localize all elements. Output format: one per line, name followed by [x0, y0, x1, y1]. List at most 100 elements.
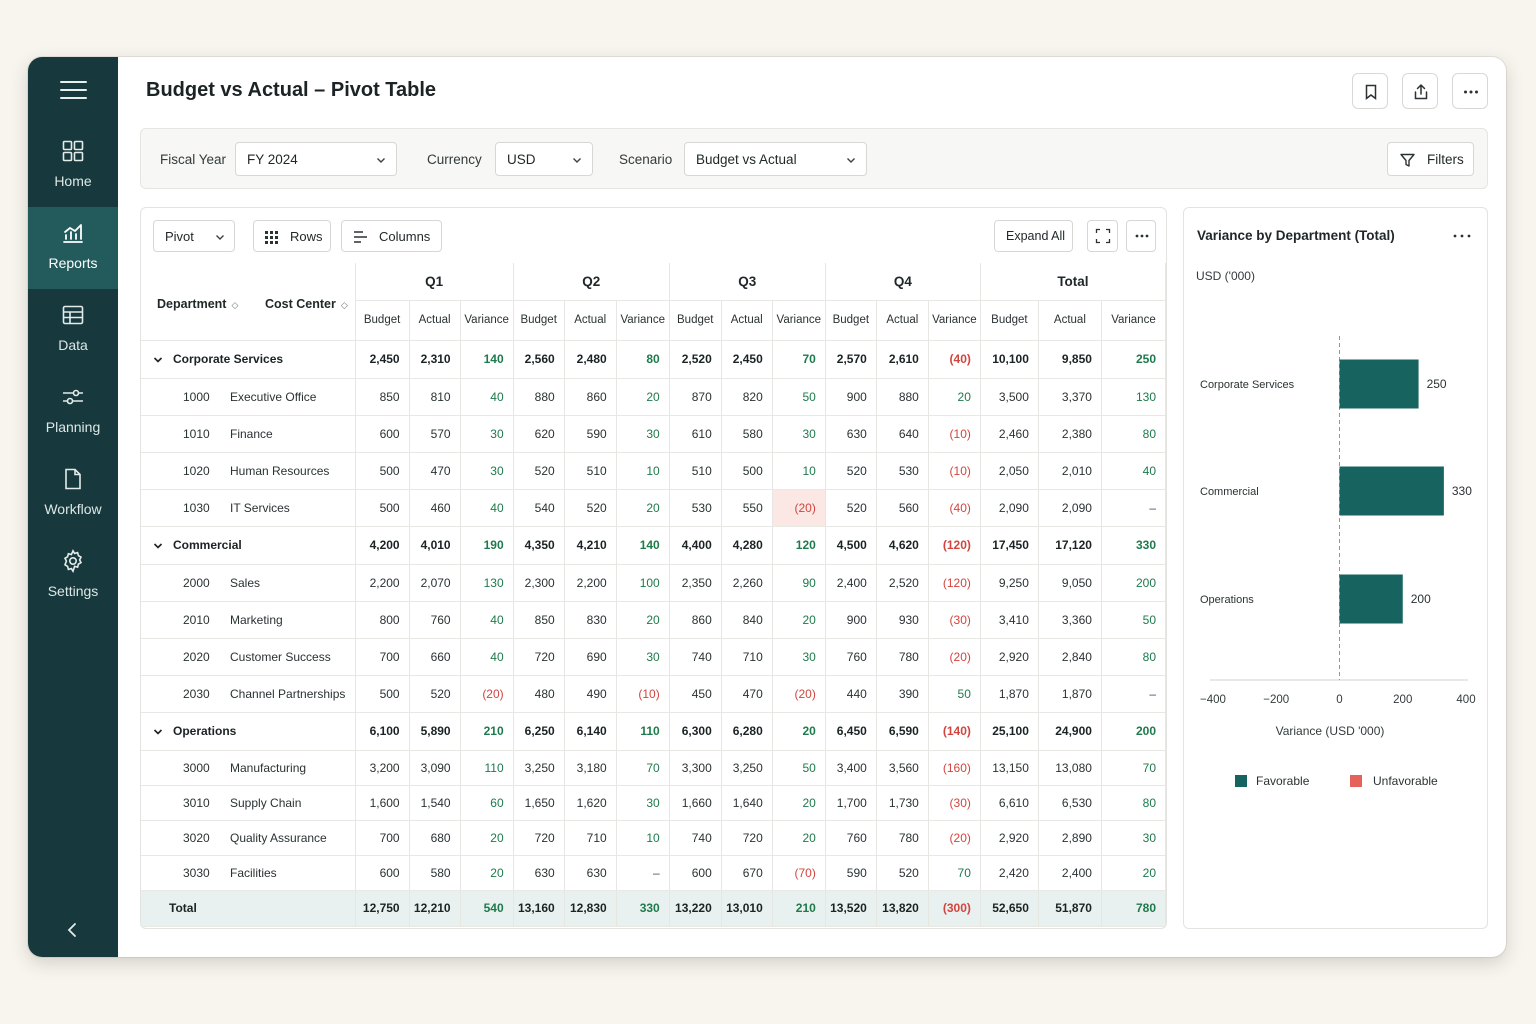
value-cell[interactable]: 4,210: [564, 526, 617, 565]
fiscal-year-select[interactable]: FY 2024: [235, 142, 397, 176]
sidebar-item-data[interactable]: Data: [28, 289, 118, 371]
variance-cell[interactable]: –: [1101, 489, 1166, 527]
table-row[interactable]: 2020 Customer Success 700 660 40 720 690 30 740 7…: [141, 638, 1166, 676]
variance-cell[interactable]: 80: [1101, 415, 1166, 453]
value-cell[interactable]: 2,450: [721, 340, 773, 379]
value-cell[interactable]: 600: [669, 855, 722, 891]
variance-cell[interactable]: 40: [460, 601, 514, 639]
variance-cell[interactable]: 20: [772, 820, 826, 856]
value-cell[interactable]: 2,840: [1038, 638, 1102, 676]
value-cell[interactable]: 9,850: [1038, 340, 1102, 379]
value-cell[interactable]: 1,620: [564, 785, 617, 821]
variance-cell[interactable]: 50: [772, 378, 826, 416]
variance-cell[interactable]: 20: [772, 785, 826, 821]
value-cell[interactable]: 510: [669, 452, 722, 490]
variance-cell[interactable]: 130: [1101, 378, 1166, 416]
value-cell[interactable]: 480: [513, 675, 565, 713]
value-cell[interactable]: 500: [355, 452, 410, 490]
value-cell[interactable]: 6,610: [980, 785, 1039, 821]
variance-cell[interactable]: 190: [460, 526, 514, 565]
value-cell[interactable]: 6,100: [355, 712, 410, 751]
value-cell[interactable]: 530: [876, 452, 929, 490]
variance-cell[interactable]: –: [616, 855, 670, 891]
variance-cell[interactable]: 10: [616, 820, 670, 856]
value-cell[interactable]: 600: [355, 415, 410, 453]
value-cell[interactable]: 24,900: [1038, 712, 1102, 751]
value-cell[interactable]: 590: [825, 855, 877, 891]
value-cell[interactable]: 780: [876, 820, 929, 856]
more-options-button[interactable]: [1452, 73, 1488, 109]
variance-cell[interactable]: 130: [460, 564, 514, 602]
value-cell[interactable]: 550: [721, 489, 773, 527]
table-row[interactable]: 3000 Manufacturing 3,200 3,090 110 3,250 3,180…: [141, 750, 1166, 786]
value-cell[interactable]: 4,620: [876, 526, 929, 565]
value-cell[interactable]: 490: [564, 675, 617, 713]
value-cell[interactable]: 3,500: [980, 378, 1039, 416]
variance-cell[interactable]: 20: [772, 601, 826, 639]
sidebar-item-home[interactable]: Home: [28, 125, 118, 207]
value-cell[interactable]: 13,520: [825, 890, 877, 927]
value-cell[interactable]: 470: [409, 452, 461, 490]
value-cell[interactable]: 390: [876, 675, 929, 713]
value-cell[interactable]: 840: [721, 601, 773, 639]
value-cell[interactable]: 500: [355, 675, 410, 713]
menu-icon[interactable]: [60, 81, 87, 101]
variance-cell[interactable]: 330: [1101, 526, 1166, 565]
group-row[interactable]: Corporate Services 2,450 2,310 140 2,560 2,48…: [141, 340, 1166, 379]
value-cell[interactable]: 13,080: [1038, 750, 1102, 786]
variance-cell[interactable]: 70: [928, 855, 981, 891]
value-cell[interactable]: 5,890: [409, 712, 461, 751]
value-cell[interactable]: 6,280: [721, 712, 773, 751]
value-cell[interactable]: 25,100: [980, 712, 1039, 751]
value-cell[interactable]: 2,610: [876, 340, 929, 379]
variance-cell[interactable]: (10): [928, 452, 981, 490]
variance-cell[interactable]: (70): [772, 855, 826, 891]
value-cell[interactable]: 12,210: [409, 890, 461, 927]
variance-cell[interactable]: (140): [928, 712, 981, 751]
value-cell[interactable]: 13,820: [876, 890, 929, 927]
value-cell[interactable]: 1,870: [980, 675, 1039, 713]
value-cell[interactable]: 3,250: [513, 750, 565, 786]
value-cell[interactable]: 700: [355, 638, 410, 676]
value-cell[interactable]: 3,360: [1038, 601, 1102, 639]
variance-cell[interactable]: (120): [928, 564, 981, 602]
variance-cell[interactable]: 20: [616, 378, 670, 416]
value-cell[interactable]: 740: [669, 638, 722, 676]
value-cell[interactable]: 2,380: [1038, 415, 1102, 453]
value-cell[interactable]: 4,200: [355, 526, 410, 565]
group-row[interactable]: Operations 6,100 5,890 210 6,250 6,140 110 6,30…: [141, 712, 1166, 751]
value-cell[interactable]: 680: [409, 820, 461, 856]
value-cell[interactable]: 4,400: [669, 526, 722, 565]
value-cell[interactable]: 2,450: [355, 340, 410, 379]
value-cell[interactable]: 9,050: [1038, 564, 1102, 602]
sidebar-item-settings[interactable]: Settings: [28, 535, 118, 617]
variance-cell[interactable]: 30: [616, 638, 670, 676]
value-cell[interactable]: 720: [513, 638, 565, 676]
value-cell[interactable]: 2,350: [669, 564, 722, 602]
total-row[interactable]: Total 12,750 12,210 540 13,160 12,830 330 13,22…: [141, 890, 1166, 927]
value-cell[interactable]: 660: [409, 638, 461, 676]
value-cell[interactable]: 880: [513, 378, 565, 416]
variance-cell[interactable]: 100: [616, 564, 670, 602]
value-cell[interactable]: 2,560: [513, 340, 565, 379]
chevron-down-icon[interactable]: [153, 727, 163, 737]
value-cell[interactable]: 640: [876, 415, 929, 453]
value-cell[interactable]: 3,410: [980, 601, 1039, 639]
value-cell[interactable]: 51,870: [1038, 890, 1102, 927]
value-cell[interactable]: 13,010: [721, 890, 773, 927]
value-cell[interactable]: 830: [564, 601, 617, 639]
value-cell[interactable]: 870: [669, 378, 722, 416]
value-cell[interactable]: 720: [513, 820, 565, 856]
value-cell[interactable]: 3,090: [409, 750, 461, 786]
value-cell[interactable]: 860: [564, 378, 617, 416]
variance-cell[interactable]: 40: [460, 489, 514, 527]
value-cell[interactable]: 1,640: [721, 785, 773, 821]
value-cell[interactable]: 17,120: [1038, 526, 1102, 565]
variance-cell[interactable]: 20: [616, 489, 670, 527]
variance-cell[interactable]: 30: [460, 452, 514, 490]
columns-button[interactable]: Columns: [341, 220, 442, 252]
value-cell[interactable]: 3,400: [825, 750, 877, 786]
value-cell[interactable]: 900: [825, 601, 877, 639]
sidebar-item-workflow[interactable]: Workflow: [28, 453, 118, 535]
value-cell[interactable]: 520: [513, 452, 565, 490]
